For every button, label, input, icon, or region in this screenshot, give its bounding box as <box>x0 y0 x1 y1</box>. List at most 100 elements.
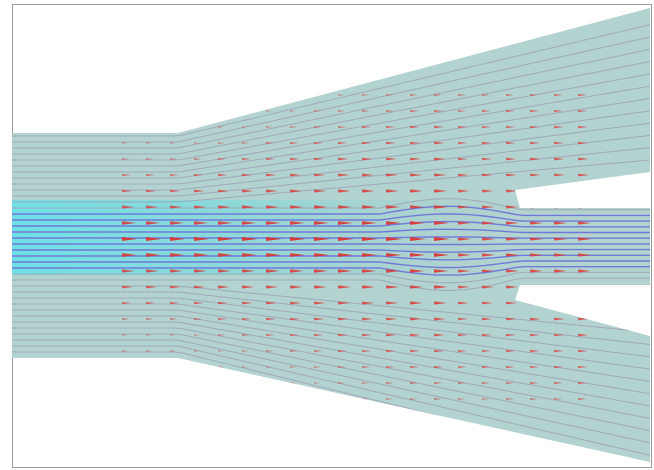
velocity-arrow <box>122 237 138 241</box>
velocity-arrow <box>386 173 399 177</box>
velocity-arrow <box>242 157 251 161</box>
velocity-arrow <box>386 141 397 145</box>
velocity-arrow <box>242 205 255 209</box>
velocity-arrow <box>314 366 322 368</box>
velocity-arrow <box>338 205 352 209</box>
velocity-arrow <box>146 334 152 336</box>
velocity-arrow <box>266 126 273 128</box>
velocity-arrow <box>242 126 249 128</box>
velocity-arrow <box>554 173 566 177</box>
velocity-arrow <box>266 205 280 209</box>
streamline <box>12 285 650 333</box>
velocity-arrow <box>242 189 254 193</box>
velocity-arrow <box>506 398 514 400</box>
velocity-arrow <box>362 285 376 289</box>
velocity-arrow <box>242 173 253 177</box>
velocity-arrow <box>554 317 565 321</box>
velocity-arrow <box>266 350 274 352</box>
velocity-arrow <box>482 317 493 321</box>
velocity-arrow <box>314 173 326 177</box>
velocity-arrow <box>218 173 228 177</box>
velocity-arrow <box>410 381 419 385</box>
velocity-arrow <box>266 253 281 257</box>
streamline <box>12 23 650 137</box>
streamline <box>12 291 650 346</box>
velocity-arrow <box>386 398 393 400</box>
velocity-arrow <box>554 125 564 129</box>
velocity-arrow <box>362 365 371 369</box>
velocity-arrow <box>434 349 445 353</box>
velocity-arrow <box>482 365 491 369</box>
velocity-arrow <box>578 237 592 241</box>
velocity-arrow <box>362 125 371 129</box>
velocity-arrow <box>122 334 128 336</box>
velocity-arrow <box>386 349 396 353</box>
velocity-arrow <box>458 109 467 113</box>
velocity-arrow <box>266 269 280 273</box>
velocity-arrow <box>218 221 233 225</box>
velocity-arrow <box>266 285 279 289</box>
velocity-arrow <box>338 333 348 337</box>
streamline <box>12 345 650 457</box>
velocity-arrow <box>386 285 400 289</box>
velocity-arrow <box>482 141 492 145</box>
velocity-arrow <box>146 237 162 241</box>
velocity-arrow <box>410 398 418 400</box>
velocity-arrow <box>338 94 345 96</box>
velocity-arrow <box>434 93 443 97</box>
velocity-arrow <box>434 125 444 129</box>
velocity-arrow <box>242 285 255 289</box>
velocity-arrow <box>410 237 426 241</box>
velocity-arrow <box>266 221 281 225</box>
velocity-arrow <box>434 269 449 273</box>
velocity-arrow <box>338 349 347 353</box>
velocity-arrow <box>194 317 203 321</box>
velocity-arrow <box>122 142 128 144</box>
streamline <box>12 220 650 228</box>
velocity-arrow <box>506 141 516 145</box>
velocity-arrow <box>578 397 587 401</box>
velocity-arrow <box>218 205 231 209</box>
velocity-arrow <box>266 157 276 161</box>
velocity-arrow <box>506 189 518 193</box>
velocity-arrow <box>338 285 352 289</box>
streamline <box>12 110 650 179</box>
velocity-arrow <box>554 333 565 337</box>
velocity-arrow <box>410 349 420 353</box>
velocity-arrow <box>314 110 321 112</box>
velocity-arrow <box>410 157 422 161</box>
streamline <box>12 198 650 211</box>
velocity-arrow <box>434 301 447 305</box>
velocity-arrow <box>458 141 468 145</box>
velocity-arrow <box>146 173 155 177</box>
velocity-arrow <box>458 157 469 161</box>
velocity-arrow <box>506 173 518 177</box>
velocity-arrow <box>434 221 449 225</box>
streamline <box>12 73 650 161</box>
velocity-arrow <box>410 269 425 273</box>
velocity-arrow <box>170 334 176 336</box>
velocity-arrow <box>338 173 350 177</box>
velocity-arrow <box>506 269 519 273</box>
velocity-arrow <box>362 205 376 209</box>
streamline <box>12 122 650 185</box>
velocity-arrow <box>434 205 449 209</box>
velocity-arrow <box>146 221 160 225</box>
velocity-arrow <box>554 237 568 241</box>
velocity-arrow <box>314 382 321 384</box>
velocity-arrow <box>242 301 253 305</box>
velocity-arrow <box>266 317 276 321</box>
velocity-arrow <box>218 126 224 128</box>
velocity-arrow <box>218 301 229 305</box>
velocity-arrow <box>122 318 130 320</box>
velocity-arrow <box>386 205 400 209</box>
velocity-arrow <box>338 301 350 305</box>
velocity-arrow <box>146 142 152 144</box>
velocity-arrow <box>434 173 447 177</box>
streamline <box>12 303 650 370</box>
velocity-arrow <box>506 237 520 241</box>
velocity-arrow <box>266 189 278 193</box>
velocity-arrow <box>578 381 587 385</box>
velocity-arrow <box>362 317 374 321</box>
velocity-arrow <box>530 237 544 241</box>
